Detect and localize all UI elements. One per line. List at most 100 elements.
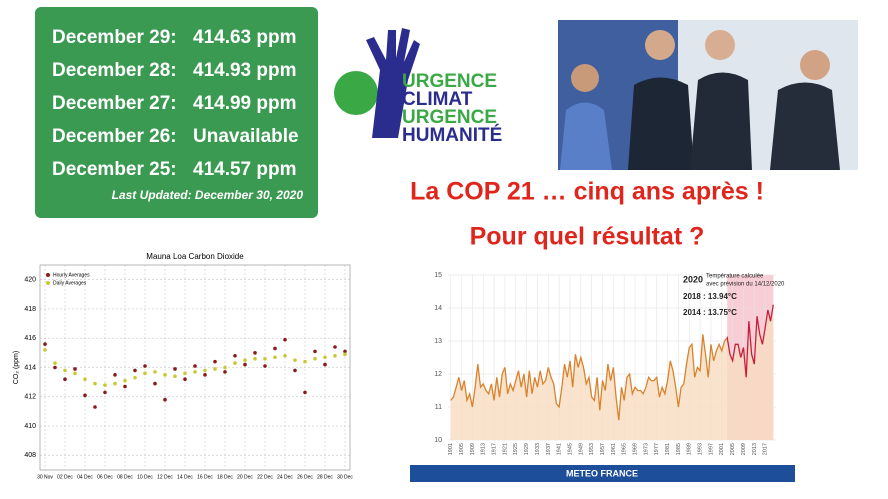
x-tick-label: 24 Dec [277, 474, 293, 480]
point [73, 371, 77, 376]
date: December 28: [52, 60, 177, 81]
point [43, 342, 47, 346]
point [63, 377, 67, 382]
point [213, 367, 217, 371]
x-tick-label: 1901 [448, 443, 454, 455]
x-tick-label: 1973 [643, 443, 649, 455]
point [253, 351, 257, 355]
x-tick-label: 1933 [535, 443, 541, 455]
point [43, 348, 47, 352]
point [173, 367, 177, 371]
point [243, 362, 247, 367]
point [303, 359, 307, 364]
value: Unavailable [193, 126, 299, 147]
y-tick-label: 15 [434, 272, 442, 279]
person [628, 77, 694, 170]
x-tick-label: 1985 [676, 443, 682, 455]
point [293, 358, 297, 362]
point [273, 346, 277, 351]
point [213, 359, 217, 364]
point [133, 368, 137, 373]
x-tick-label: 22 Dec [257, 474, 273, 480]
person [770, 82, 840, 170]
x-tick-label: 26 Dec [297, 474, 313, 480]
point [153, 370, 157, 374]
x-tick-label: 1909 [470, 443, 476, 455]
logo: URGENCE CLIMAT URGENCE HUMANITÉ [334, 28, 502, 146]
x-tick-label: 1969 [632, 443, 638, 455]
point [193, 364, 197, 368]
point [333, 353, 337, 358]
y-tick-label: 11 [435, 404, 442, 411]
value: 414.57 ppm [193, 159, 297, 180]
point [93, 405, 97, 409]
x-tick-label: 06 Dec [97, 474, 113, 480]
point [153, 381, 157, 386]
point [173, 374, 177, 379]
x-tick-label: 2005 [730, 443, 736, 455]
x-tick-label: 10 Dec [137, 474, 153, 480]
point [233, 353, 237, 358]
point [103, 383, 107, 387]
point [343, 349, 347, 354]
value: 414.63 ppm [193, 27, 297, 48]
point [93, 381, 97, 386]
x-tick-label: 1965 [622, 443, 628, 455]
logo-line: HUMANITÉ [402, 124, 502, 146]
photo [558, 20, 858, 170]
head [571, 64, 599, 92]
y-tick-label: 416 [24, 335, 36, 342]
point [233, 361, 237, 365]
point [113, 373, 117, 377]
co2-rows: December 29: 414.63 ppm December 28: 414.9… [52, 27, 303, 202]
x-tick-label: 1957 [600, 443, 606, 455]
x-tick-label: 1953 [589, 443, 595, 455]
point [223, 370, 227, 374]
x-tick-label: 1921 [502, 443, 508, 455]
x-tick-label: 1941 [557, 443, 563, 455]
point [143, 371, 147, 376]
point [63, 368, 67, 373]
annotation: avec prévision du 14/12/2020 [706, 282, 785, 288]
y-tick-label: 412 [24, 394, 36, 401]
updated: Last Updated: December 30, 2020 [112, 188, 304, 202]
x-tick-label: 1925 [513, 443, 519, 455]
chart-title: Mauna Loa Carbon Dioxide [146, 252, 244, 261]
point [313, 349, 317, 354]
x-tick-label: 30 Nov [37, 474, 53, 480]
point [123, 384, 127, 389]
point [243, 358, 247, 362]
y-tick-label: 414 [24, 364, 36, 371]
headline: La COP 21 … cinq ans après ! [410, 178, 764, 206]
x-tick-label: 1977 [654, 443, 660, 455]
head [705, 30, 735, 60]
point [203, 373, 207, 377]
source: METEO FRANCE [566, 468, 638, 478]
point [343, 352, 347, 357]
x-tick-label: 14 Dec [177, 474, 193, 480]
x-tick-label: 1905 [459, 443, 465, 455]
source-bar [410, 465, 795, 482]
x-tick-label: 30 Dec [337, 474, 353, 480]
line [450, 304, 774, 421]
point [323, 362, 327, 367]
y-tick-label: 13 [434, 338, 442, 345]
point [123, 378, 127, 383]
x-tick-label: 16 Dec [197, 474, 213, 480]
point [253, 356, 257, 361]
head [645, 30, 675, 60]
point [293, 368, 297, 373]
point [263, 364, 267, 368]
x-tick-label: 2017 [763, 443, 769, 455]
person [560, 102, 612, 170]
x-tick-label: 1989 [687, 443, 693, 455]
annotation: 2014 : 13.75°C [683, 308, 737, 317]
co2-box [35, 7, 318, 218]
point [163, 397, 167, 402]
y-tick-label: 410 [24, 423, 36, 430]
point [83, 393, 87, 398]
legend-marker [46, 281, 50, 285]
point [103, 390, 107, 395]
value: 414.99 ppm [193, 93, 297, 114]
